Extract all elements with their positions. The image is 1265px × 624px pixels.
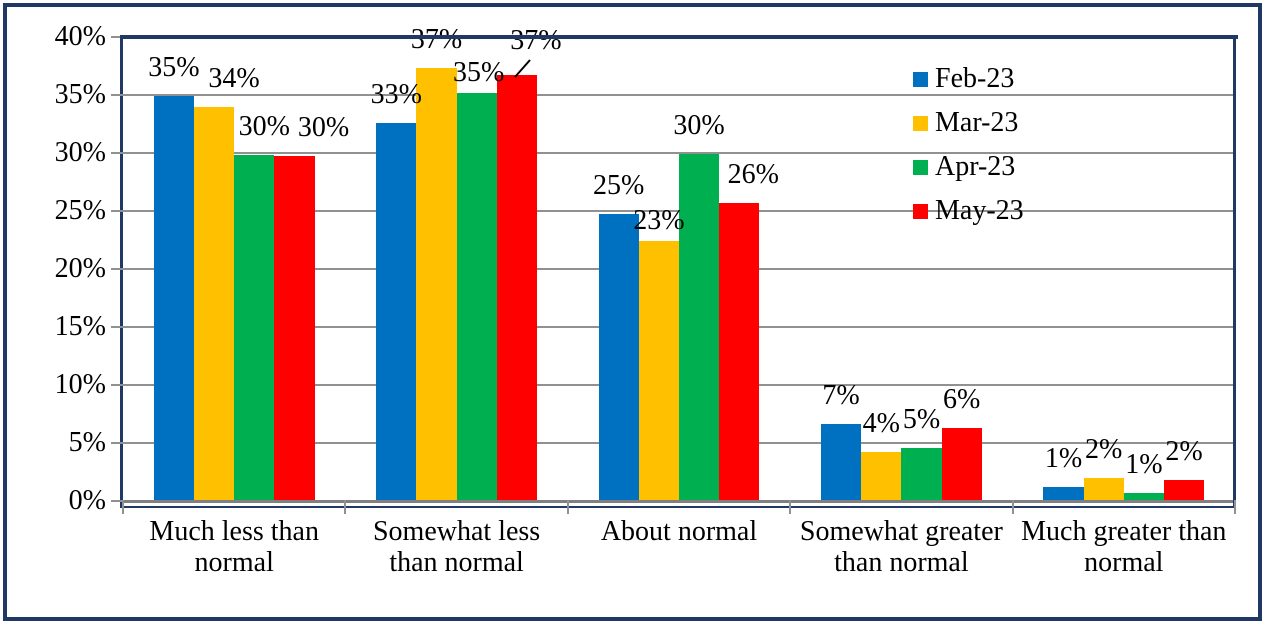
data-label: 2%: [1165, 436, 1203, 468]
y-tick-label: 0%: [68, 485, 106, 516]
bar-Mar-23-cat3: [861, 452, 902, 501]
plot-border-bottom: [123, 506, 1235, 508]
bar-Feb-23-cat3: [821, 424, 862, 501]
legend-label: Apr-23: [935, 151, 1016, 182]
bar-Feb-23-cat2: [598, 214, 639, 501]
bar-Apr-23-cat3: [901, 447, 942, 501]
x-axis-tick: [1234, 500, 1236, 514]
bar-Apr-23-cat2: [679, 154, 720, 501]
data-label: 4%: [862, 408, 900, 440]
legend-item-Mar-23: Mar-23: [913, 101, 1024, 145]
y-axis-tick: [111, 152, 123, 154]
legend-marker-icon: [913, 159, 928, 175]
x-axis-tick: [1011, 500, 1014, 514]
x-axis-line: [123, 500, 1235, 503]
y-axis-tick: [111, 500, 123, 502]
y-tick-label: 15%: [54, 311, 106, 342]
data-label: 35%: [148, 52, 200, 84]
data-label: 35%: [453, 56, 505, 88]
data-label: 30%: [297, 112, 350, 144]
bar-Feb-23-cat0: [153, 96, 194, 501]
data-label: 30%: [673, 110, 725, 142]
bar-Mar-23-cat4: [1083, 477, 1124, 501]
y-axis-tick: [111, 210, 123, 212]
y-axis-tick: [111, 268, 123, 270]
y-axis-tick: [111, 94, 123, 96]
bar-Mar-23-cat2: [638, 241, 679, 501]
legend-marker-icon: [913, 203, 928, 219]
bar-May-23-cat0: [274, 156, 315, 501]
data-label: 30%: [238, 111, 290, 143]
data-label: 5%: [902, 403, 941, 435]
data-label: 37%: [510, 25, 562, 57]
category-label: About normal: [600, 516, 758, 547]
category-label: Much less than normal: [149, 516, 319, 578]
bar-May-23-cat4: [1164, 480, 1205, 501]
y-tick-label: 5%: [68, 427, 106, 458]
bar-Feb-23-cat1: [376, 122, 417, 501]
category-label: Much greater than normal: [1021, 516, 1227, 578]
plot-area: 35% 33% 25% 7% 1% 34% 37% 23% 4% 2% 30% 35% 30% 5% 1% 3…: [111, 24, 1238, 514]
y-axis-line: [120, 37, 123, 508]
bar-Apr-23-cat0: [234, 155, 275, 501]
gridline: [123, 94, 1235, 96]
y-tick-label: 20%: [54, 253, 106, 284]
bar-May-23-cat1: [496, 75, 537, 501]
legend: Feb-23 Mar-23 Apr-23 May-23: [913, 57, 1024, 233]
legend-label: Mar-23: [935, 107, 1019, 138]
y-tick-label: 35%: [54, 79, 106, 110]
data-label: 1%: [1044, 443, 1083, 475]
plot-border-right: [1233, 37, 1236, 508]
data-label: 33%: [370, 78, 422, 110]
data-label: 26%: [727, 158, 779, 190]
legend-label: Feb-23: [935, 63, 1015, 94]
y-axis-tick: [111, 36, 123, 38]
y-tick-label: 25%: [54, 195, 106, 226]
bar-Mar-23-cat1: [416, 68, 457, 501]
data-label: 23%: [633, 205, 685, 237]
data-label: 6%: [943, 383, 981, 415]
legend-item-May-23: May-23: [913, 189, 1024, 233]
bar-Mar-23-cat0: [194, 106, 235, 501]
x-axis-tick: [566, 500, 569, 514]
category-label: Somewhat greater than normal: [799, 516, 1003, 578]
data-label: 25%: [593, 170, 645, 202]
data-label: 37%: [410, 24, 463, 56]
y-tick-label: 30%: [54, 137, 106, 168]
legend-item-Apr-23: Apr-23: [913, 145, 1024, 189]
legend-item-Feb-23: Feb-23: [913, 57, 1024, 101]
gridline: [123, 152, 1235, 154]
data-label: 7%: [822, 380, 860, 412]
plot-border-top: [120, 35, 1238, 39]
y-axis-tick: [111, 384, 123, 386]
data-label: 2%: [1085, 433, 1123, 465]
legend-marker-icon: [913, 71, 928, 87]
x-axis-tick: [789, 500, 792, 514]
legend-marker-icon: [913, 115, 928, 131]
data-label: 34%: [208, 62, 260, 94]
bar-Apr-23-cat1: [456, 92, 497, 501]
data-label: 1%: [1125, 448, 1163, 480]
bar-Apr-23-cat4: [1123, 492, 1164, 501]
y-axis-tick: [111, 442, 123, 444]
y-tick-label: 40%: [54, 21, 106, 52]
y-tick-label: 10%: [54, 369, 106, 400]
bar-May-23-cat2: [719, 202, 760, 501]
x-axis-tick: [122, 500, 124, 514]
y-axis-tick: [111, 326, 123, 328]
legend-label: May-23: [935, 195, 1024, 226]
x-axis-tick: [344, 500, 347, 514]
category-label: Somewhat less than normal: [372, 516, 541, 578]
bar-Feb-23-cat4: [1043, 487, 1084, 501]
bar-May-23-cat3: [941, 427, 982, 501]
